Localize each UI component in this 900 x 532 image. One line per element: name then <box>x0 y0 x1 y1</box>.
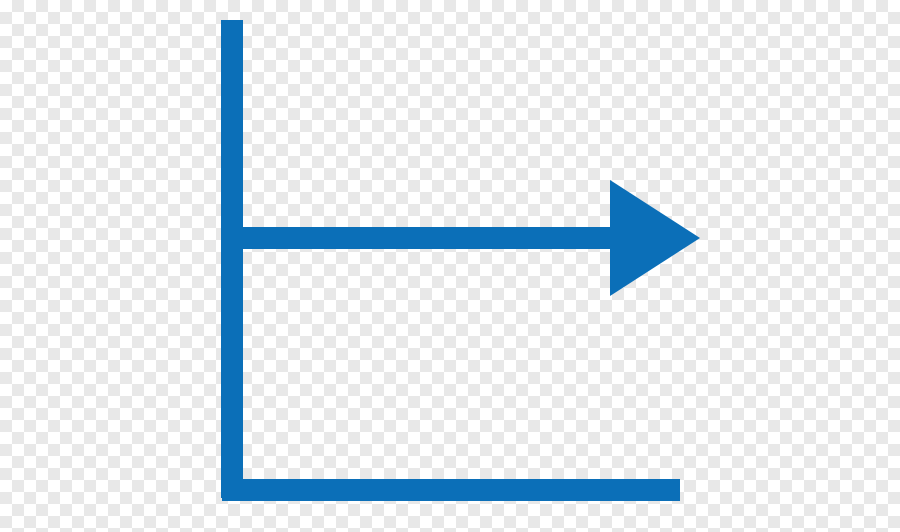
chart-axis-arrow-icon <box>0 0 900 532</box>
arrow-head <box>610 180 700 296</box>
